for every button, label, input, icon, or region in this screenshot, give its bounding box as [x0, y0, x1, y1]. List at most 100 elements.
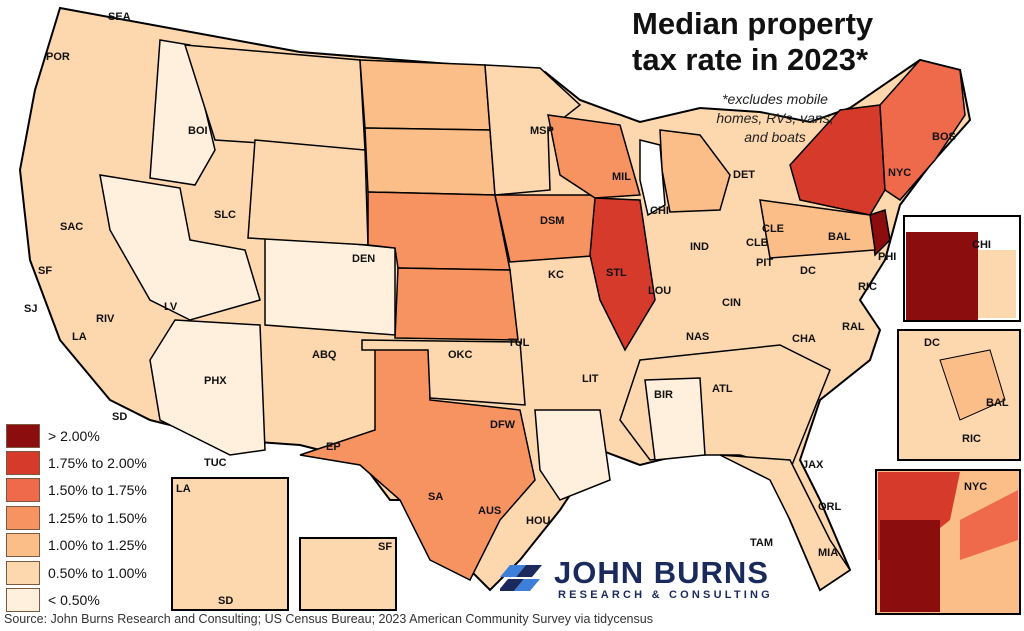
inset-dc-label: DC [924, 337, 940, 349]
logo-name: JOHN BURNS [554, 555, 769, 590]
legend-swatch [6, 533, 40, 558]
city-dfw: DFW [490, 419, 516, 431]
logo-mark-icon [500, 565, 542, 591]
legend-swatch [6, 451, 40, 476]
region-kansas [394, 267, 519, 341]
city-abq: ABQ [312, 349, 337, 361]
legend-swatch [6, 505, 40, 530]
city-la: LA [72, 331, 87, 343]
city-ep: EP [326, 441, 341, 453]
inset-sf [299, 537, 397, 611]
legend-swatch [6, 423, 40, 448]
city-sa: SA [428, 491, 443, 503]
city-phx: PHX [204, 375, 227, 387]
map-title: Median property tax rate in 2023* [632, 6, 912, 78]
inset-sf-label: SF [378, 541, 392, 553]
city-phi: PHI [878, 251, 896, 263]
title-line-2: tax rate in 2023* [632, 42, 869, 77]
region-iowa [494, 194, 606, 263]
region-alabama [644, 377, 706, 461]
city-bal: BAL [828, 231, 851, 243]
inset-bal-label: BAL [986, 397, 1009, 409]
region-south-dakota [364, 127, 496, 196]
city-jax: JAX [802, 459, 824, 471]
city-labels: SEA POR BOI SAC SF SJ LA RIV SD LV SLC D… [24, 11, 956, 559]
city-lv: LV [164, 301, 178, 313]
region-oklahoma [361, 339, 526, 406]
legend-label: < 0.50% [48, 592, 100, 609]
city-ric: RIC [858, 281, 877, 293]
region-new-england [879, 59, 966, 201]
note-line-3: and boats [744, 129, 806, 145]
city-tul: TUL [508, 337, 530, 349]
region-colorado [264, 234, 396, 336]
region-pennsylvania [759, 199, 876, 259]
region-florida [719, 454, 852, 592]
region-wyoming [247, 139, 369, 246]
city-pit: PIT [756, 257, 773, 269]
region-texas [299, 344, 536, 582]
city-tuc: TUC [204, 457, 227, 469]
city-nas: NAS [686, 331, 709, 343]
john-burns-logo: JOHN BURNS RESEARCH & CONSULTING [500, 555, 780, 603]
city-den: DEN [352, 253, 375, 265]
city-sea: SEA [108, 11, 131, 23]
region-nevada-utah [99, 174, 261, 321]
city-ral: RAL [842, 321, 865, 333]
legend-item: 1.75% to 2.00% [6, 449, 176, 476]
source-note: Source: John Burns Research and Consulti… [4, 612, 653, 626]
legend: > 2.00% 1.75% to 2.00% 1.50% to 1.75% 1.… [6, 422, 176, 614]
city-msp: MSP [530, 125, 554, 137]
inset-labels: CHI DC BAL RIC NYC LA SD SF [176, 239, 1009, 607]
city-sf: SF [38, 265, 52, 277]
logo-subtitle: RESEARCH & CONSULTING [558, 589, 773, 601]
city-sd: SD [112, 411, 127, 423]
city-nyc: NYC [888, 167, 911, 179]
inset-chicago [903, 215, 1021, 322]
city-chi: CHI [650, 205, 669, 217]
legend-item: < 0.50% [6, 586, 176, 613]
legend-label: > 2.00% [48, 427, 100, 444]
city-sj: SJ [24, 303, 37, 315]
city-dc: DC [800, 265, 816, 277]
legend-item: 0.50% to 1.00% [6, 559, 176, 586]
city-kc: KC [548, 269, 564, 281]
region-north-dakota [359, 59, 491, 131]
legend-label: 1.25% to 1.50% [48, 509, 147, 526]
legend-swatch [6, 478, 40, 503]
legend-swatch [6, 588, 40, 613]
city-lou: LOU [648, 285, 671, 297]
city-ind: IND [690, 241, 709, 253]
city-stl: STL [606, 267, 627, 279]
city-por: POR [46, 51, 70, 63]
legend-label: 1.00% to 1.25% [48, 537, 147, 554]
city-bos: BOS [932, 131, 956, 143]
city-clb: CLB [746, 237, 769, 249]
inset-nyc [875, 469, 1021, 615]
city-cle: CLE [762, 223, 784, 235]
city-aus: AUS [478, 505, 501, 517]
city-bir: BIR [654, 389, 673, 401]
legend-item: 1.50% to 1.75% [6, 477, 176, 504]
legend-label: 1.50% to 1.75% [48, 482, 147, 499]
city-orl: ORL [818, 501, 842, 513]
lake-michigan [639, 139, 666, 217]
note-line-1: *excludes mobile [722, 91, 828, 107]
city-cin: CIN [722, 297, 741, 309]
inset-nyc-label: NYC [964, 481, 987, 493]
city-mil: MIL [612, 171, 631, 183]
city-dsm: DSM [540, 215, 564, 227]
city-sac: SAC [60, 221, 83, 233]
city-lit: LIT [582, 373, 599, 385]
inset-chi-label: CHI [972, 239, 991, 251]
region-wisconsin [547, 114, 641, 199]
exclusion-note: *excludes mobile homes, RVs, vans, and b… [700, 90, 850, 147]
legend-label: 0.50% to 1.00% [48, 564, 147, 581]
inset-sd-label: SD [218, 595, 233, 607]
legend-item: 1.25% to 1.50% [6, 504, 176, 531]
region-arizona [149, 319, 266, 456]
region-illinois [589, 197, 656, 352]
legend-item: 1.00% to 1.25% [6, 532, 176, 559]
city-boi: BOI [188, 125, 208, 137]
